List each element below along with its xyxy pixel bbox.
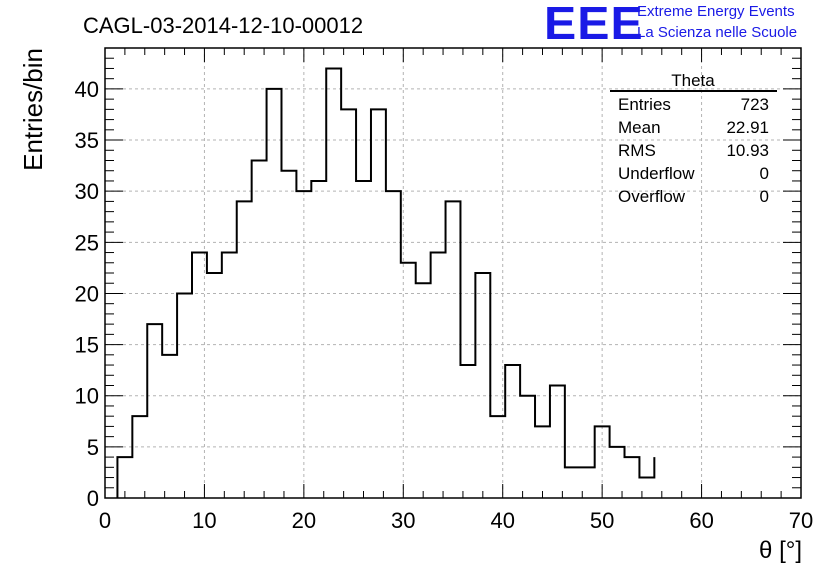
- x-tick-label: 30: [391, 508, 415, 533]
- histogram-bin: [356, 181, 371, 498]
- y-tick-label: 5: [87, 435, 99, 460]
- stats-value: 22.91: [726, 118, 769, 137]
- histogram-bin: [132, 416, 147, 498]
- stats-label: Overflow: [618, 187, 686, 206]
- stats-value: 723: [741, 95, 769, 114]
- histogram-bin: [550, 386, 565, 499]
- x-tick-label: 50: [590, 508, 614, 533]
- logo-line-1: Extreme Energy Events: [637, 3, 795, 20]
- y-axis-label: Entries/bin: [18, 48, 48, 171]
- stats-box: Theta Entries 723 Mean 22.91 RMS 10.93 Underfl…: [610, 71, 777, 206]
- histogram-bin: [281, 171, 296, 498]
- y-tick-label: 30: [75, 179, 99, 204]
- stats-label: Entries: [618, 95, 671, 114]
- y-tick-label: 40: [75, 77, 99, 102]
- y-tick-label: 20: [75, 281, 99, 306]
- histogram-bin: [460, 365, 475, 498]
- x-tick-label: 40: [490, 508, 514, 533]
- histogram-bin: [147, 324, 162, 498]
- stats-rows: Entries 723 Mean 22.91 RMS 10.93 Underflow 0 Ove…: [618, 95, 769, 206]
- y-tick-label: 15: [75, 333, 99, 358]
- y-tick-label: 35: [75, 128, 99, 153]
- histogram-bin: [326, 68, 341, 498]
- logo-line-2: La Scienza nelle Scuole: [637, 24, 798, 41]
- histogram-bin: [565, 467, 580, 498]
- x-tick-label: 70: [789, 508, 813, 533]
- histogram-bin: [341, 109, 356, 498]
- histogram-bin: [252, 161, 267, 499]
- tick-labels: 0 10 20 30 40 50 60 70 0 5 10 15 20 25 30 35 40: [75, 77, 814, 533]
- grid: [105, 48, 801, 498]
- histogram-bin: [505, 365, 520, 498]
- stats-label: RMS: [618, 141, 656, 160]
- stats-title: Theta: [671, 71, 715, 90]
- histogram-series: [116, 67, 656, 499]
- histogram-bin: [446, 201, 461, 498]
- eee-logo: EEE: [544, 0, 644, 49]
- histogram-bin: [625, 457, 640, 498]
- y-tick-label: 10: [75, 384, 99, 409]
- x-tick-label: 20: [292, 508, 316, 533]
- histogram-bin: [237, 201, 252, 498]
- x-tick-label: 0: [99, 508, 111, 533]
- x-axis-label: θ [°]: [759, 537, 802, 564]
- y-tick-label: 0: [87, 486, 99, 511]
- y-tick-label: 25: [75, 230, 99, 255]
- x-tick-label: 60: [689, 508, 713, 533]
- histogram-bin: [416, 283, 431, 498]
- stats-value: 0: [760, 187, 769, 206]
- histogram-bin: [162, 355, 177, 498]
- x-tick-label: 10: [192, 508, 216, 533]
- stats-value: 0: [760, 164, 769, 183]
- chart-title: CAGL-03-2014-12-10-00012: [83, 13, 363, 38]
- axes: [104, 47, 802, 499]
- stats-label: Underflow: [618, 164, 695, 183]
- histogram-bin: [311, 181, 326, 498]
- histogram-bin: [475, 273, 490, 498]
- histogram-bin: [431, 253, 446, 498]
- histogram-bin: [535, 426, 550, 498]
- histogram-outline: [116, 67, 656, 498]
- histogram-bin: [222, 253, 237, 498]
- histogram-bin: [207, 273, 222, 498]
- stats-value: 10.93: [726, 141, 769, 160]
- stats-label: Mean: [618, 118, 661, 137]
- histogram-bin: [610, 447, 625, 498]
- histogram-bin: [371, 109, 386, 498]
